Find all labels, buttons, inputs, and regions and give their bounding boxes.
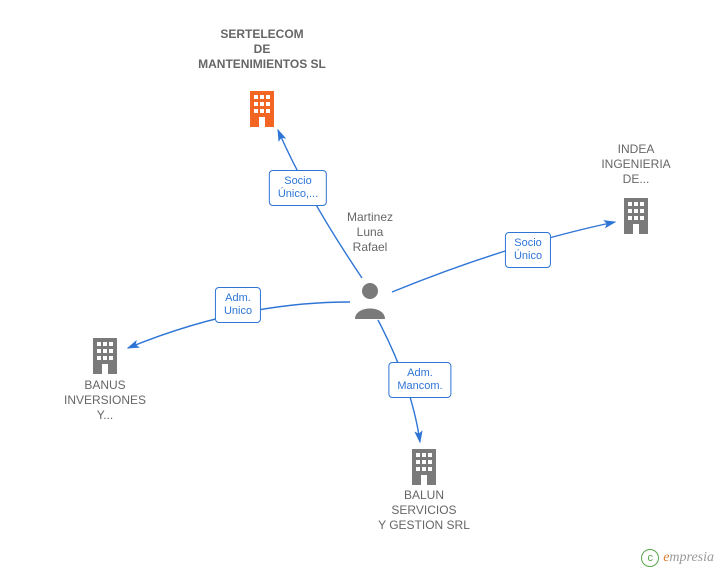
node-label: INDEA INGENIERIA DE... — [601, 142, 670, 187]
edge-line — [392, 222, 615, 292]
edge-badge: Adm. Mancom. — [388, 362, 451, 398]
node-label: BALUN SERVICIOS Y GESTION SRL — [378, 488, 470, 533]
person-icon — [353, 281, 387, 319]
building-icon — [408, 447, 440, 485]
building-icon — [89, 336, 121, 374]
node-label: SERTELECOM DE MANTENIMIENTOS SL — [198, 27, 326, 72]
building-icon — [620, 196, 652, 234]
copyright-icon: c — [641, 549, 659, 567]
node-label: BANUS INVERSIONES Y... — [64, 378, 146, 423]
edge-badge: Adm. Unico — [215, 287, 261, 323]
edge-badge: Socio Único,... — [269, 170, 327, 206]
footer-attribution: cempresia — [641, 549, 714, 567]
edge-badge: Socio Único — [505, 232, 551, 268]
center-person-label: Martinez Luna Rafael — [347, 210, 393, 255]
brand-rest: mpresia — [669, 550, 714, 565]
diagram-stage: Martinez Luna Rafael SERTELECOM DE MANTE… — [0, 0, 728, 575]
building-icon — [246, 89, 278, 127]
